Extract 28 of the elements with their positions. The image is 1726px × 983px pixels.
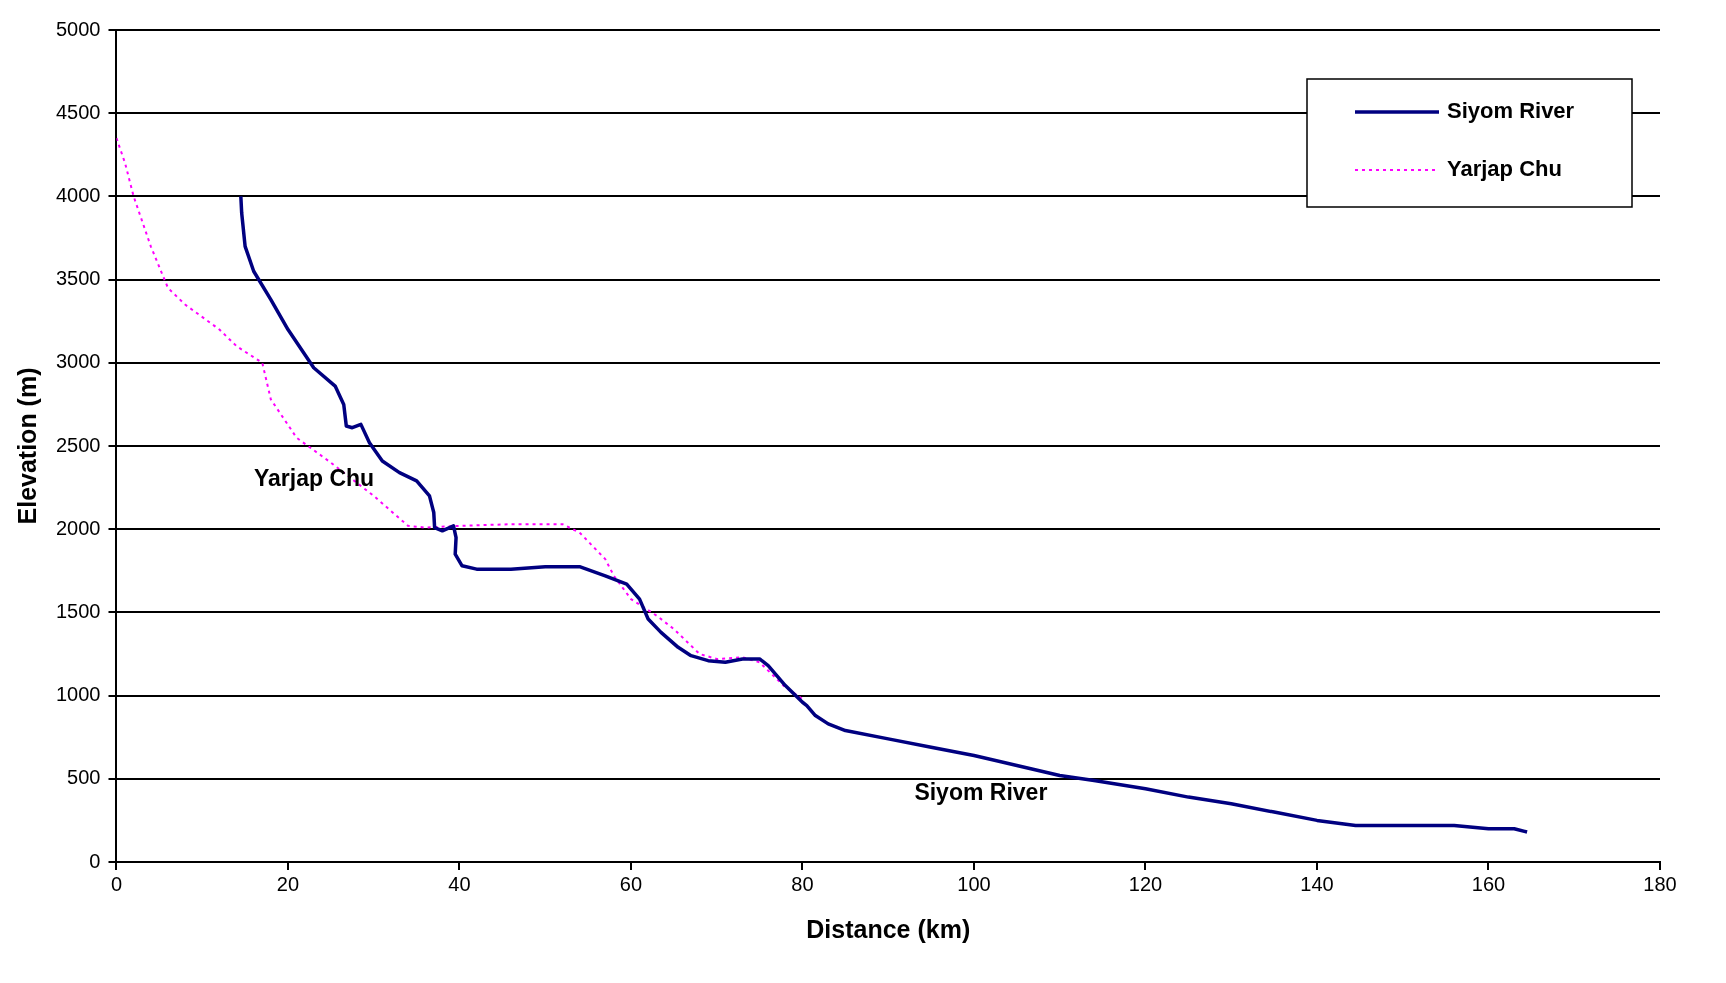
y-tick-label: 3500 <box>55 267 101 290</box>
x-tick-label: 180 <box>1643 872 1677 895</box>
y-tick-label: 2000 <box>55 516 101 539</box>
y-tick-label: 1500 <box>55 599 101 622</box>
x-tick-label: 0 <box>110 872 123 895</box>
y-tick-label: 1000 <box>55 683 101 706</box>
y-tick-label: 4000 <box>55 183 101 206</box>
x-axis-title: Distance (km) <box>806 914 971 943</box>
x-tick-label: 120 <box>1128 872 1163 895</box>
x-tick-label: 80 <box>791 872 814 895</box>
x-tick-label: 40 <box>448 872 471 895</box>
y-tick-label: 4500 <box>55 100 101 123</box>
line-series <box>116 137 804 700</box>
x-tick-label: 20 <box>276 872 300 895</box>
legend-label: Siyom River <box>1447 98 1575 124</box>
y-tick-label: 500 <box>67 766 101 789</box>
legend-label: Yarjap Chu <box>1447 156 1562 182</box>
x-tick-label: 100 <box>957 872 991 895</box>
y-tick-label: 3000 <box>55 350 101 373</box>
y-tick-label: 5000 <box>55 17 101 40</box>
annotation: Siyom River <box>914 779 1048 806</box>
annotation: Yarjap Chu <box>253 464 375 491</box>
y-tick-label: 0 <box>89 849 101 872</box>
y-tick-label: 2500 <box>55 433 101 456</box>
x-tick-label: 160 <box>1471 872 1506 895</box>
x-tick-label: 60 <box>619 872 643 895</box>
x-tick-label: 140 <box>1300 872 1334 895</box>
y-axis-title: Elevation (m) <box>12 367 41 525</box>
